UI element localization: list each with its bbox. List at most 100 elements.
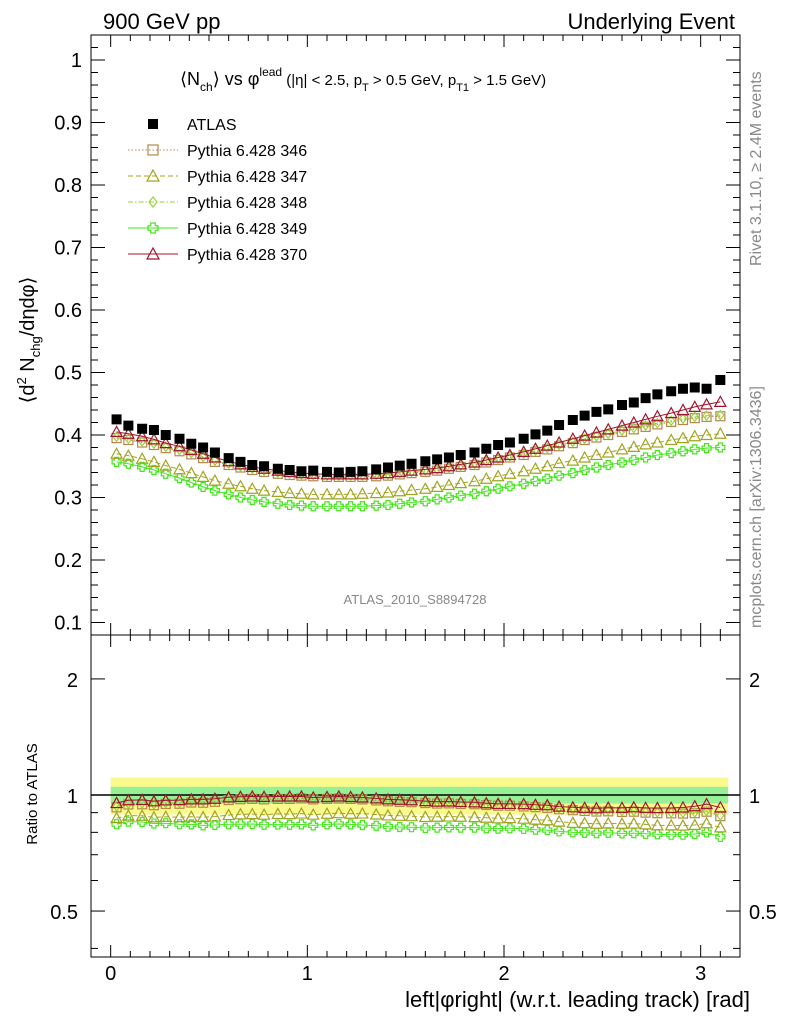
point-p349 — [371, 500, 382, 511]
point-p347 — [110, 447, 124, 459]
point-p348 — [678, 413, 688, 425]
ratio-axis-ticks: 0.5 0.5 1 1 2 2 — [50, 670, 777, 949]
point-p347 — [306, 487, 320, 500]
ratio-point-p347 — [355, 806, 369, 819]
ratio-point-p348 — [702, 805, 711, 817]
ratio-point-p370 — [271, 789, 285, 802]
legend-marker-p347 — [145, 168, 161, 182]
ratio-point-p347 — [245, 807, 259, 820]
point-p349 — [715, 442, 726, 453]
ratio-point-p347 — [135, 809, 149, 821]
ratio-point-p347 — [172, 810, 187, 823]
point-p347 — [664, 433, 678, 446]
ratio-point-p370 — [184, 792, 198, 805]
ratio-point-p347 — [454, 810, 468, 822]
rivet-label: Rivet 3.1.10, ≥ 2.4M events — [748, 71, 765, 266]
ratio-point-p347 — [467, 810, 482, 823]
ratio-point-p349 — [493, 823, 504, 834]
ratio-point-p347 — [713, 820, 727, 833]
point-p349 — [209, 485, 220, 496]
point-p370 — [184, 443, 198, 456]
point-p349 — [542, 473, 553, 484]
series-line-p349 — [116, 447, 721, 507]
ratio-point-p349 — [308, 820, 319, 831]
ratio-point-p349 — [394, 821, 405, 833]
point-p349 — [504, 481, 516, 492]
ratio-point-p370 — [332, 789, 346, 802]
ratio-point-p347 — [601, 816, 615, 829]
point-p349 — [616, 457, 628, 468]
point-p349 — [223, 489, 234, 500]
point-p347 — [147, 455, 161, 467]
ratio-point-p347 — [688, 818, 702, 831]
point-p347 — [208, 473, 222, 486]
ratio-point-p347 — [405, 809, 419, 822]
point-p370 — [121, 427, 135, 439]
point-p348 — [137, 435, 147, 447]
point-p370 — [467, 455, 482, 468]
ratio-point-p348 — [678, 807, 688, 819]
ratio-point-p349 — [542, 824, 553, 836]
mcplots-label: mcplots.cern.ch [arXiv:1306.3436] — [748, 386, 765, 628]
point-atlas — [209, 447, 220, 458]
ratio-point-p347 — [110, 811, 124, 824]
point-p370 — [517, 445, 531, 457]
ratio-point-p370 — [405, 793, 419, 806]
point-p347 — [196, 470, 210, 482]
ratio-point-p349 — [518, 823, 529, 834]
ratio-point-p347 — [418, 810, 432, 823]
point-p347 — [601, 445, 615, 458]
point-atlas — [333, 467, 344, 478]
ratio-point-p347 — [381, 808, 395, 821]
point-p370 — [627, 415, 641, 428]
point-p348 — [124, 433, 133, 445]
ratio-point-p349 — [628, 828, 639, 839]
ratio-point-p348 — [603, 804, 613, 816]
point-p349 — [628, 454, 639, 466]
ratio-point-p349 — [481, 823, 492, 834]
ratio-point-p347 — [320, 807, 334, 819]
ratio-point-p370 — [552, 799, 566, 812]
point-p370 — [479, 453, 493, 466]
ratio-y-tick-label-right: 1 — [749, 786, 760, 808]
ratio-point-p347 — [700, 816, 714, 829]
point-atlas — [357, 466, 368, 477]
ratio-point-p370 — [110, 796, 124, 809]
point-p347 — [688, 429, 702, 442]
point-p347 — [283, 486, 297, 499]
xlabel: left|φright| (w.r.t. leading track) [rad… — [405, 987, 750, 1012]
x-tick-label: 0 — [105, 963, 116, 985]
point-p349 — [174, 473, 185, 484]
point-atlas — [111, 414, 122, 425]
y-tick-label: 0.4 — [54, 425, 82, 447]
point-p370 — [442, 459, 456, 472]
ratio-point-p347 — [442, 809, 456, 822]
point-p349 — [579, 464, 590, 476]
point-p370 — [430, 461, 444, 474]
point-p370 — [503, 448, 517, 461]
ratio-point-p349 — [371, 820, 382, 831]
point-p349 — [420, 496, 431, 507]
point-p349 — [296, 500, 307, 511]
ratio-point-p348 — [112, 800, 121, 812]
ratio-point-p349 — [420, 822, 431, 834]
ratio-point-p347 — [615, 817, 629, 829]
ratio-point-p370 — [688, 799, 702, 812]
point-p347 — [528, 462, 542, 474]
point-p347 — [491, 469, 505, 482]
point-atlas — [123, 420, 134, 431]
ratio-point-p347 — [566, 816, 580, 828]
point-p349 — [148, 464, 160, 476]
point-atlas — [186, 438, 197, 449]
point-p370 — [566, 432, 580, 444]
point-p349 — [123, 458, 134, 469]
ratio-point-p349 — [296, 819, 307, 830]
point-atlas — [235, 456, 246, 467]
point-p349 — [652, 449, 663, 461]
header-right: Underlying Event — [567, 9, 735, 34]
point-p347 — [467, 474, 482, 487]
ratio-point-p347 — [332, 806, 346, 819]
ratio-frame — [90, 634, 741, 958]
point-p347 — [639, 437, 653, 450]
ratio-point-p348 — [666, 807, 676, 819]
